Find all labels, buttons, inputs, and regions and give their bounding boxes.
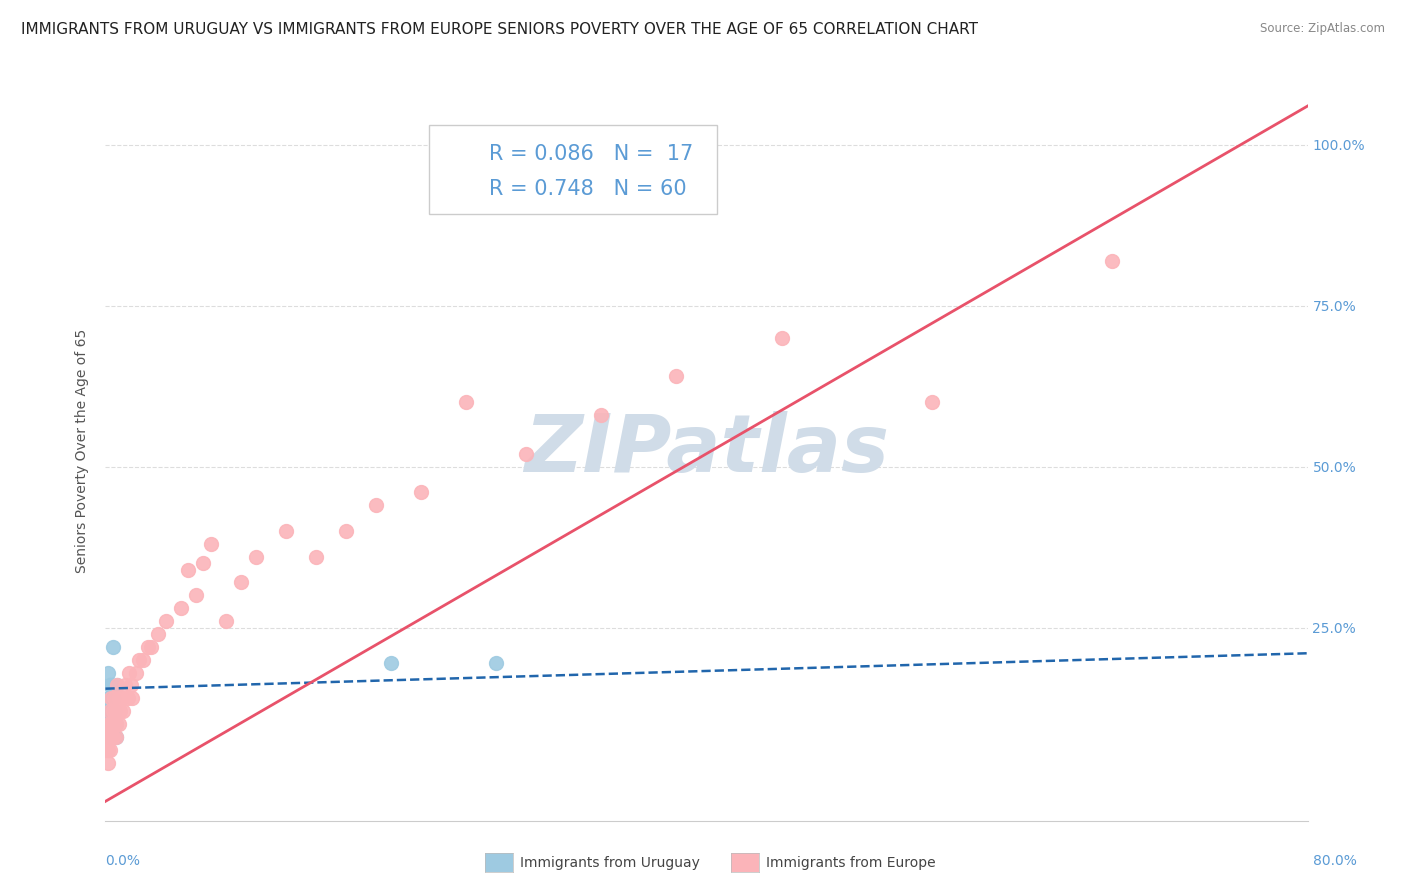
Point: [103, 704, 125, 718]
Point: [103, 717, 125, 731]
Point: [107, 678, 129, 692]
Point: [245, 549, 267, 564]
Point: [364, 498, 387, 512]
Point: [98, 717, 121, 731]
Point: [274, 524, 297, 538]
Point: [100, 691, 122, 706]
Point: [104, 717, 127, 731]
Point: [96, 730, 118, 744]
Point: [380, 656, 402, 670]
Point: [101, 691, 124, 706]
Point: [97, 717, 120, 731]
Text: Source: ZipAtlas.com: Source: ZipAtlas.com: [1260, 22, 1385, 36]
Text: IMMIGRANTS FROM URUGUAY VS IMMIGRANTS FROM EUROPE SENIORS POVERTY OVER THE AGE O: IMMIGRANTS FROM URUGUAY VS IMMIGRANTS FR…: [21, 22, 979, 37]
Point: [155, 614, 177, 628]
Point: [96, 743, 118, 757]
Point: [104, 730, 127, 744]
Point: [214, 614, 236, 628]
Point: [104, 704, 127, 718]
Point: [98, 704, 121, 718]
Point: [97, 730, 120, 744]
Point: [229, 575, 252, 590]
Point: [108, 717, 131, 731]
Point: [169, 601, 191, 615]
Point: [114, 678, 136, 692]
Text: R = 0.748   N = 60: R = 0.748 N = 60: [489, 179, 688, 199]
Point: [1101, 253, 1123, 268]
Point: [121, 691, 143, 706]
Point: [107, 704, 129, 718]
Point: [132, 653, 155, 667]
Point: [665, 369, 688, 384]
Point: [101, 717, 124, 731]
Point: [921, 395, 943, 409]
Text: 0.0%: 0.0%: [105, 854, 141, 868]
Point: [200, 537, 222, 551]
Point: [591, 408, 613, 422]
Point: [177, 563, 200, 577]
Point: [118, 665, 141, 680]
Point: [110, 704, 132, 718]
Point: [770, 331, 793, 345]
Point: [120, 678, 142, 692]
Text: Immigrants from Europe: Immigrants from Europe: [766, 855, 936, 870]
Point: [103, 691, 125, 706]
Point: [97, 665, 120, 680]
Point: [124, 665, 146, 680]
Point: [409, 485, 432, 500]
Point: [191, 556, 214, 570]
Point: [101, 730, 124, 744]
Point: [100, 717, 122, 731]
Point: [98, 730, 121, 744]
Point: [108, 691, 131, 706]
Point: [101, 640, 124, 654]
Point: [184, 588, 207, 602]
Point: [97, 691, 120, 706]
Point: [98, 678, 121, 692]
Point: [139, 640, 162, 654]
Point: [485, 656, 508, 670]
Point: [100, 730, 122, 744]
Point: [97, 756, 120, 770]
Point: [136, 640, 159, 654]
Point: [100, 678, 122, 692]
Point: [111, 691, 134, 706]
Text: 80.0%: 80.0%: [1313, 854, 1357, 868]
Point: [96, 704, 118, 718]
Y-axis label: Seniors Poverty Over the Age of 65: Seniors Poverty Over the Age of 65: [76, 328, 90, 573]
Point: [98, 704, 121, 718]
Point: [112, 704, 135, 718]
Point: [98, 743, 121, 757]
Point: [456, 395, 478, 409]
Point: [98, 717, 121, 731]
Point: [305, 549, 328, 564]
Point: [101, 717, 124, 731]
Point: [128, 653, 150, 667]
Point: [515, 447, 537, 461]
Text: ZIPatlas: ZIPatlas: [524, 411, 889, 490]
Point: [98, 730, 121, 744]
Point: [97, 743, 120, 757]
Point: [101, 704, 124, 718]
Text: Immigrants from Uruguay: Immigrants from Uruguay: [520, 855, 700, 870]
Point: [335, 524, 357, 538]
Text: R = 0.086   N =  17: R = 0.086 N = 17: [489, 144, 693, 163]
Point: [117, 691, 139, 706]
Point: [104, 730, 127, 744]
Point: [107, 678, 129, 692]
Point: [104, 717, 127, 731]
Point: [146, 627, 169, 641]
